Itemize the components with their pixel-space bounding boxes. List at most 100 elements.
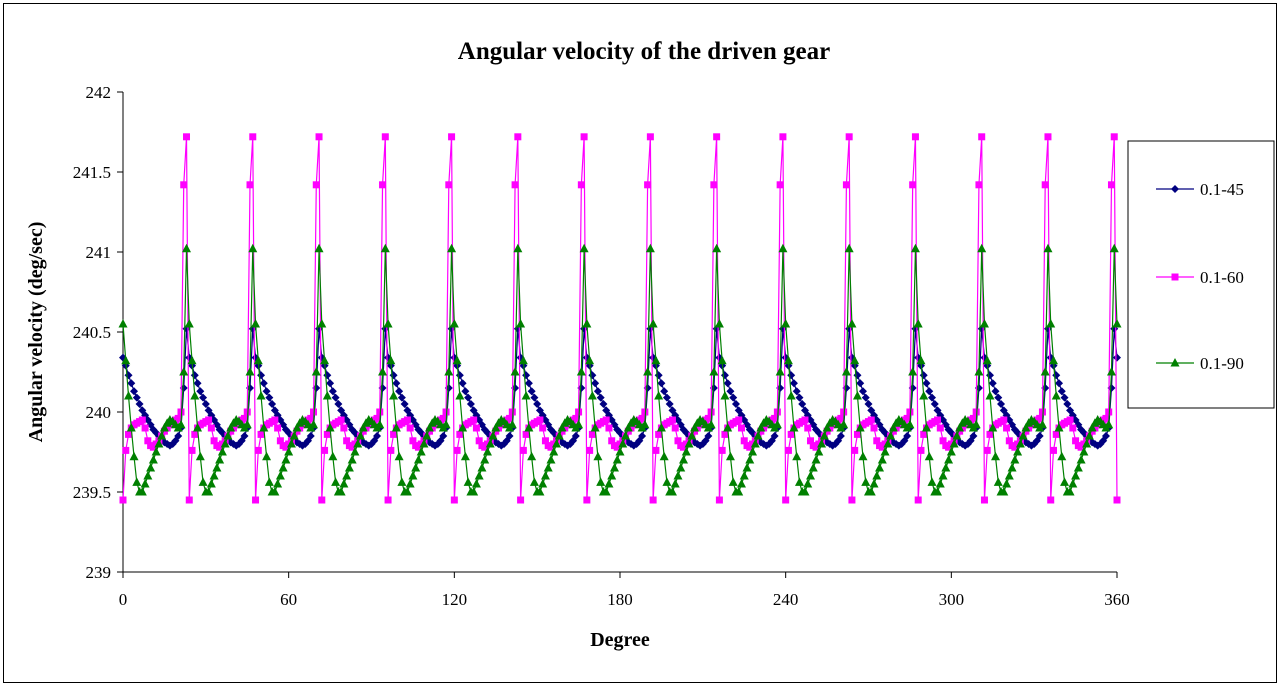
data-point [921,423,931,432]
data-point [641,408,649,416]
data-point [321,446,329,454]
data-point [455,391,465,400]
chart-title: Angular velocity of the driven gear [458,38,830,65]
data-point [872,471,882,480]
data-point [309,419,319,429]
data-point [731,400,740,408]
data-point [772,419,782,429]
data-point [801,416,809,424]
data-point [983,446,991,454]
data-point [1046,319,1056,328]
data-point [1052,430,1060,438]
data-point [273,479,283,488]
data-point [770,432,779,440]
data-point [773,408,781,416]
data-point [1052,371,1061,380]
data-point [586,446,594,454]
y-tick-label: 241.5 [73,163,111,182]
data-point [709,367,719,376]
data-point [779,133,787,141]
data-point [903,414,911,422]
data-point [199,393,208,402]
x-axis-title: Degree [590,629,650,651]
legend-label: 0.1-60 [1200,268,1244,287]
data-point [723,379,732,388]
data-point [819,431,829,440]
data-point [1049,446,1057,454]
data-point [784,446,792,454]
data-point [1057,387,1066,396]
data-point [187,355,197,365]
data-point [714,319,724,328]
data-point [974,367,984,376]
data-point [207,424,215,432]
data-point [798,400,807,408]
data-point [256,391,266,400]
data-point [925,387,934,396]
data-point [789,379,798,388]
data-point [204,487,214,496]
data-point [735,416,743,424]
data-point [671,424,679,432]
data-point [938,471,948,480]
data-point [720,391,730,400]
data-point [723,423,733,432]
data-point [450,496,458,504]
data-point [121,355,131,365]
data-point [906,408,914,416]
data-point [864,400,873,408]
data-point [539,424,547,432]
data-point [969,414,977,422]
data-point [442,408,450,416]
data-point [753,431,763,440]
data-point [183,133,191,141]
data-point [506,414,514,422]
data-point [920,430,928,438]
data-point [742,463,752,472]
data-point [1021,423,1031,432]
data-point [913,319,923,328]
data-point [1010,455,1020,464]
data-point [924,451,934,461]
data-point [877,455,887,464]
data-point [328,387,337,396]
data-point [411,463,421,472]
data-point [180,181,188,189]
data-point [836,432,845,440]
data-point [395,387,404,396]
data-point [607,471,617,480]
data-point [858,451,868,461]
data-point [471,479,481,488]
data-point [386,355,396,365]
data-point [1104,419,1114,429]
data-point [455,371,464,380]
data-point [452,355,462,365]
data-point [353,439,363,448]
data-point [373,432,382,440]
data-point [576,367,586,376]
data-point [1107,181,1115,189]
legend-marker [1170,358,1180,367]
data-point [668,416,676,424]
data-point [347,455,357,464]
data-point [289,431,299,440]
data-point [527,387,536,396]
data-point [712,243,722,253]
data-point [781,319,791,328]
data-point [993,477,1003,486]
data-point [737,424,745,432]
data-point [720,371,729,380]
data-point [516,319,526,328]
data-point [511,181,519,189]
data-point [206,479,216,488]
data-point [510,367,520,376]
data-point [458,379,467,388]
data-point [853,430,861,438]
data-point [850,355,860,365]
data-point [858,387,867,396]
data-point [704,414,712,422]
data-point [456,430,464,438]
data-point [220,439,230,448]
data-point [284,447,294,456]
data-point [444,367,454,376]
